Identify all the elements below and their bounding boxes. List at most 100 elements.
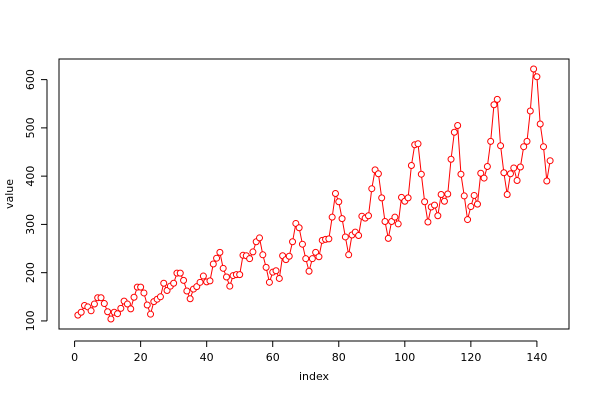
point: [272, 267, 280, 275]
point: [259, 251, 267, 259]
y-tick-label: 400: [24, 166, 37, 187]
point: [213, 254, 221, 262]
point: [450, 128, 458, 136]
point: [454, 121, 462, 129]
point: [503, 190, 511, 198]
point: [444, 190, 452, 198]
point: [345, 251, 353, 259]
point: [77, 308, 85, 316]
point: [483, 162, 491, 170]
point: [222, 273, 230, 281]
point: [127, 305, 135, 313]
point: [285, 252, 293, 260]
point: [536, 120, 544, 128]
point: [364, 212, 372, 220]
x-tick-label: 0: [71, 351, 78, 364]
point: [470, 191, 478, 199]
point: [298, 240, 306, 248]
point: [186, 295, 194, 303]
point: [302, 255, 310, 263]
point: [176, 269, 184, 277]
point: [325, 235, 333, 243]
point: [523, 137, 531, 145]
point: [123, 300, 131, 308]
point: [530, 65, 538, 73]
point: [137, 283, 145, 291]
point: [477, 169, 485, 177]
y-tick-label: 200: [24, 262, 37, 283]
point: [170, 279, 178, 287]
point: [236, 271, 244, 279]
point: [328, 213, 336, 221]
point: [216, 248, 224, 256]
point: [490, 101, 498, 109]
y-tick-label: 300: [24, 214, 37, 235]
point: [464, 216, 472, 224]
y-tick-label: 600: [24, 69, 37, 90]
point: [331, 190, 339, 198]
point: [90, 300, 98, 308]
point: [506, 170, 514, 178]
point: [180, 276, 188, 284]
point: [262, 263, 270, 271]
x-tick-label: 120: [460, 351, 481, 364]
plot-box: [58, 58, 570, 330]
point: [374, 170, 382, 178]
point: [447, 155, 455, 163]
point: [305, 267, 313, 275]
point: [526, 107, 534, 115]
point: [196, 278, 204, 286]
point: [246, 255, 254, 263]
point: [338, 215, 346, 223]
point: [308, 255, 316, 263]
x-tick-label: 40: [200, 351, 214, 364]
point: [295, 224, 303, 232]
point: [117, 304, 125, 312]
series-line: [77, 68, 551, 321]
point: [460, 192, 468, 200]
point: [183, 287, 191, 295]
point: [540, 143, 548, 151]
point: [289, 238, 297, 246]
y-tick-label: 100: [24, 310, 37, 331]
point: [497, 142, 505, 150]
point: [249, 248, 257, 256]
point: [381, 218, 389, 226]
point: [384, 234, 392, 242]
x-tick-label: 60: [266, 351, 280, 364]
point: [480, 174, 488, 182]
point: [513, 176, 521, 184]
point: [199, 272, 207, 280]
y-axis-label: value: [3, 179, 16, 209]
point: [341, 233, 349, 241]
point: [265, 278, 273, 286]
point: [140, 289, 148, 297]
point: [156, 293, 164, 301]
point: [500, 169, 508, 177]
point: [533, 73, 541, 81]
point: [421, 198, 429, 206]
point: [206, 277, 214, 285]
point: [391, 213, 399, 221]
point: [130, 293, 138, 301]
point: [473, 200, 481, 208]
x-tick-label: 20: [134, 351, 148, 364]
point: [315, 253, 323, 261]
point: [434, 212, 442, 220]
point: [516, 163, 524, 171]
x-tick-label: 140: [526, 351, 547, 364]
point: [114, 310, 122, 318]
point: [107, 315, 115, 323]
point: [407, 162, 415, 170]
point: [275, 274, 283, 282]
x-tick-label: 80: [332, 351, 346, 364]
point: [143, 301, 151, 309]
point: [424, 218, 432, 226]
point: [457, 170, 465, 178]
point: [100, 300, 108, 308]
point: [404, 194, 412, 202]
point: [437, 190, 445, 198]
x-axis-label: index: [299, 370, 330, 383]
point: [368, 185, 376, 193]
